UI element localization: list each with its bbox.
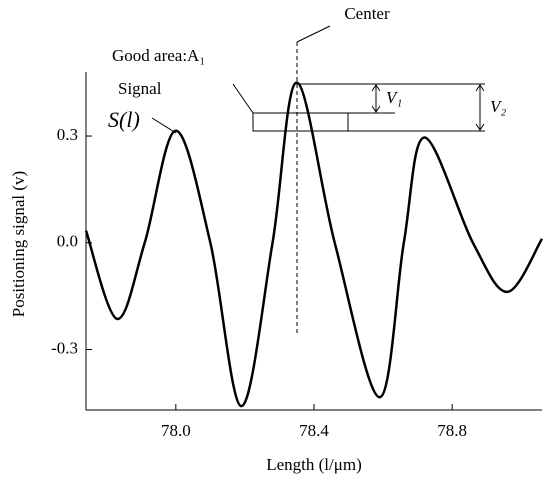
y-tick-label: 0.3 — [57, 125, 78, 144]
center-leader — [296, 25, 331, 43]
signal-symbol: S(l) — [108, 107, 140, 132]
good-area-box — [252, 112, 349, 132]
good-area-label: Good area:A₁ — [112, 46, 205, 65]
signal-leader — [151, 117, 177, 134]
y-tick-label: -0.3 — [51, 338, 78, 357]
center-label: Center — [344, 4, 390, 23]
v1-arrowhead — [371, 84, 381, 92]
signal-line — [84, 81, 544, 408]
signal-label: Signal — [118, 79, 162, 98]
v2-arrowhead — [475, 123, 485, 131]
x-tick-label: 78.0 — [161, 421, 191, 440]
x-tick-label: 78.4 — [299, 421, 329, 440]
x-axis-label: Length (l/μm) — [266, 455, 362, 474]
v1-label: V₁ — [386, 88, 402, 107]
v2-label: V₂ — [490, 97, 506, 116]
v1-arrowhead — [371, 105, 381, 113]
v2-arrowhead — [475, 84, 485, 92]
y-axis-label: Positioning signal (v) — [9, 171, 28, 317]
x-tick-label: 78.8 — [437, 421, 467, 440]
y-tick-label: 0.0 — [57, 232, 78, 251]
good-area-leader — [232, 83, 254, 114]
